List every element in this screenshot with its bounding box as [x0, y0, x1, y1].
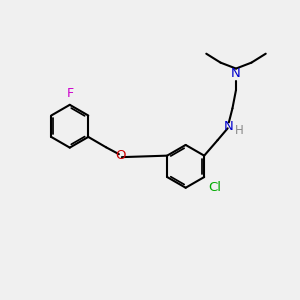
Text: F: F	[67, 87, 74, 101]
Text: O: O	[115, 149, 126, 162]
Text: N: N	[224, 120, 234, 133]
Text: H: H	[235, 124, 244, 137]
Text: Cl: Cl	[209, 181, 222, 194]
Text: N: N	[231, 67, 241, 80]
